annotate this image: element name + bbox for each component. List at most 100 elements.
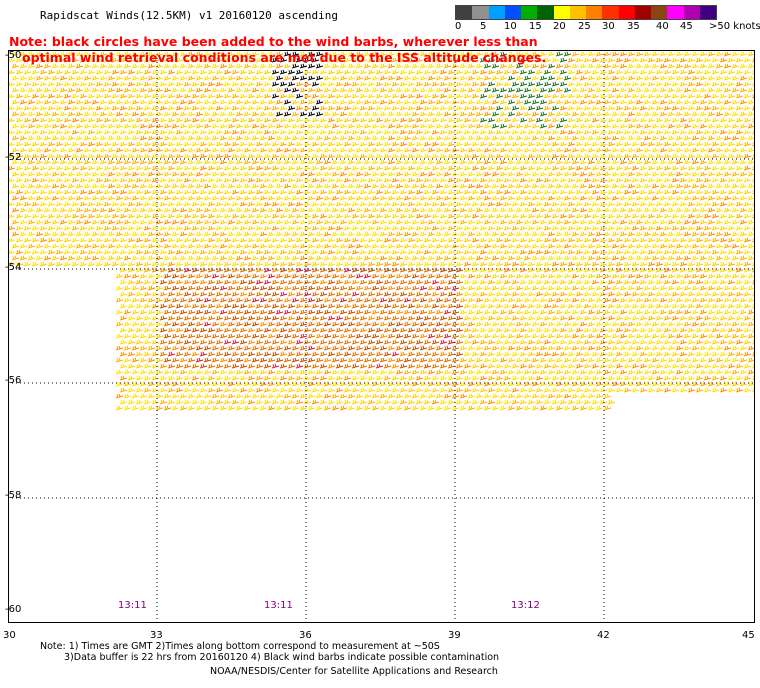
wind-barb [155, 231, 164, 237]
wind-barb [143, 291, 152, 297]
wind-barb [67, 195, 76, 201]
wind-barb [271, 303, 280, 309]
wind-barb [119, 141, 128, 147]
wind-barb [599, 129, 608, 135]
wind-barb [607, 375, 616, 381]
wind-barb [15, 189, 24, 195]
wind-barb [403, 345, 412, 351]
wind-barb [59, 63, 68, 69]
wind-barb [219, 123, 228, 129]
wind-barb [539, 357, 548, 363]
wind-barb [335, 267, 344, 273]
wind-barb [207, 279, 216, 285]
wind-barb [223, 81, 232, 87]
wind-barb [399, 153, 408, 159]
wind-barb [83, 159, 92, 165]
wind-barb [471, 57, 480, 63]
wind-barb [611, 381, 620, 387]
wind-barb [371, 51, 380, 57]
wind-barb [443, 243, 452, 249]
wind-barb [611, 99, 620, 105]
wind-barb [279, 165, 288, 171]
wind-barb [23, 213, 32, 219]
wind-barb [327, 315, 336, 321]
wind-barb [299, 285, 308, 291]
wind-barb [579, 231, 588, 237]
wind-barb [547, 171, 556, 177]
wind-barb [531, 147, 540, 153]
wind-barb [127, 261, 136, 267]
wind-barb [327, 279, 336, 285]
wind-barb [719, 327, 728, 333]
wind-barb [671, 189, 680, 195]
wind-barb [587, 345, 596, 351]
wind-barb [555, 195, 564, 201]
wind-barb [483, 147, 492, 153]
wind-barb [279, 327, 288, 333]
wind-barb [159, 351, 168, 357]
wind-barb [339, 309, 348, 315]
wind-barb [371, 99, 380, 105]
wind-barb [663, 327, 672, 333]
wind-barb [207, 249, 216, 255]
wind-barb [159, 81, 168, 87]
wind-barb [79, 165, 88, 171]
wind-barb [707, 111, 716, 117]
wind-barb [279, 225, 288, 231]
wind-barb [311, 279, 320, 285]
wind-barb [451, 207, 460, 213]
wind-barb [195, 147, 204, 153]
wind-barb [519, 237, 528, 243]
wind-barb [463, 93, 472, 99]
wind-barb [439, 153, 448, 159]
wind-barb [271, 117, 280, 123]
wind-barb [735, 57, 744, 63]
wind-barb [451, 147, 460, 153]
wind-barb [355, 297, 364, 303]
wind-barb [467, 369, 476, 375]
legend-label: 20 [553, 21, 566, 32]
wind-barb [411, 159, 420, 165]
wind-barb [395, 75, 404, 81]
wind-barb [411, 99, 420, 105]
wind-barb [487, 261, 496, 267]
wind-barb [447, 249, 456, 255]
wind-barb [659, 321, 668, 327]
wind-barb [495, 291, 504, 297]
wind-barb [359, 339, 368, 345]
wind-barb [39, 141, 48, 147]
wind-barb [291, 87, 300, 93]
wind-barb [527, 237, 536, 243]
wind-barb [279, 117, 288, 123]
wind-barb [155, 75, 164, 81]
wind-barb [179, 99, 188, 105]
wind-barb [643, 285, 652, 291]
wind-barb [611, 309, 620, 315]
wind-barb [499, 231, 508, 237]
wind-barb [219, 147, 228, 153]
wind-barb [127, 141, 136, 147]
wind-barb [191, 279, 200, 285]
wind-barb [203, 309, 212, 315]
wind-barb [343, 375, 352, 381]
wind-barb [419, 183, 428, 189]
wind-barb [579, 171, 588, 177]
wind-barb [467, 243, 476, 249]
wind-barb [251, 255, 260, 261]
wind-barb [475, 369, 484, 375]
wind-barb [611, 357, 620, 363]
wind-barb [475, 255, 484, 261]
wind-barb [175, 117, 184, 123]
wind-barb [303, 237, 312, 243]
wind-barb [679, 279, 688, 285]
wind-barb [523, 285, 532, 291]
wind-barb [555, 51, 564, 57]
wind-barb [107, 63, 116, 69]
wind-barb [475, 381, 484, 387]
wind-barb [151, 165, 160, 171]
wind-barb [155, 51, 164, 57]
wind-barb [15, 225, 24, 231]
wind-barb [423, 249, 432, 255]
wind-barb [543, 165, 552, 171]
wind-barb [359, 351, 368, 357]
